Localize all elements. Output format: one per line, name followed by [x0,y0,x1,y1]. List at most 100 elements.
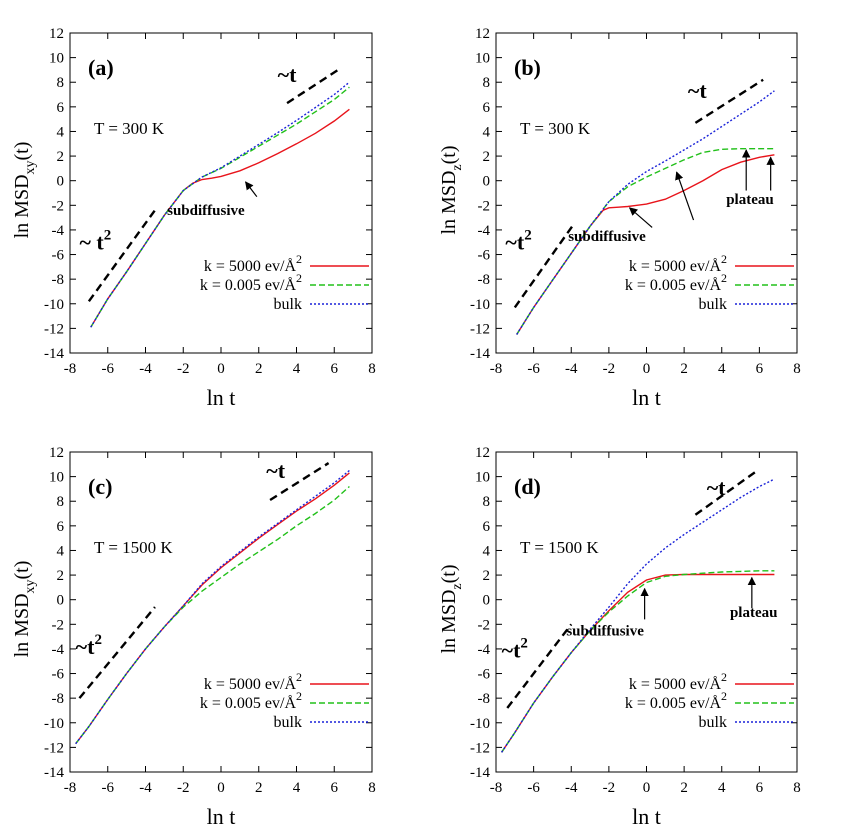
chart-panel-2: -8 -6 -4 -2 0 2 4 6 8 -14 -12 -10 -8 -6 -4 -2 0 2 4 6 8 10 12 l… [11,445,376,829]
legend-entry-sup: 2 [296,670,302,684]
x-tick-label: -6 [527,361,540,377]
guide-label-sup: 2 [94,632,102,648]
x-tick-label: -2 [177,780,190,796]
guide-label: ~t [266,458,285,483]
y-tick-label: 6 [57,519,65,535]
legend-entry-label: bulk [699,714,727,731]
y-tick-label: 4 [57,543,65,559]
series-line-2 [501,478,775,753]
y-tick-label: 0 [57,174,65,190]
y-tick-label: -2 [52,617,65,633]
guide-label: ~t2 [502,636,528,663]
annotation-label: plateau [730,605,778,621]
y-tick-label: 8 [57,75,65,91]
guide-line [506,623,573,709]
guide-label-main: ~t [505,230,524,255]
guide-label-main: ~t [707,475,726,500]
y-tick-label: -14 [470,346,490,362]
series-line-1 [501,570,775,753]
legend-entry-name: k = 5000 ev/Å [629,257,722,275]
panel-label: (a) [88,55,114,80]
y-tick-label: -6 [52,667,65,683]
guide-line [78,606,156,699]
y-tick-label: 12 [475,445,490,461]
series-line-1 [516,148,775,335]
y-tick-label: -4 [478,223,491,239]
y-tick-label: -12 [470,321,490,337]
x-tick-label: 4 [718,361,726,377]
legend-entry-label: bulk [274,296,302,313]
y-tick-label: -12 [44,321,64,337]
legend-entry-label: k = 5000 ev/Å2 [204,252,302,275]
y-tick-label: -8 [478,272,491,288]
y-tick-label: -2 [52,198,65,214]
guide-line [513,224,575,309]
x-tick-label: -8 [64,361,77,377]
y-axis-label-subscript: xy [23,579,38,593]
y-axis-label-tail: (t) [438,564,460,583]
guide-label-sup: 2 [524,228,532,244]
y-tick-label: -10 [44,297,64,313]
legend-entry-name: k = 0.005 ev/Å [200,276,297,294]
guide-label-main: ~t [278,62,297,87]
x-tick-label: -4 [565,361,578,377]
legend-entry-label: k = 0.005 ev/Å2 [625,271,727,294]
y-tick-label: 2 [483,568,491,584]
annotation-arrow [628,207,653,228]
x-tick-label: 6 [331,361,339,377]
y-tick-label: 0 [483,593,491,609]
legend-entry-label: k = 0.005 ev/Å2 [625,689,727,712]
panel-label: (d) [514,474,541,499]
y-tick-label: 4 [483,543,491,559]
y-tick-label: 2 [57,149,65,165]
legend-entry-name: bulk [274,296,302,313]
legend-entry-sup: 2 [721,271,727,285]
legend-entry-sup: 2 [296,252,302,266]
x-tick-label: -2 [603,780,616,796]
y-tick-label: 2 [483,149,491,165]
guide-label-main: ~t [266,458,285,483]
y-axis-label: ln MSDxy(t) [11,561,38,658]
annotation-label: subdiffusive [566,623,644,639]
legend-entry-sup: 2 [296,689,302,703]
x-tick-label: 0 [217,780,225,796]
x-tick-label: 6 [331,780,339,796]
x-tick-label: 2 [255,361,263,377]
legend-entry-sup: 2 [721,252,727,266]
y-tick-label: -14 [44,765,64,781]
y-tick-label: -8 [52,691,65,707]
y-axis-label-tail: (t) [11,561,33,580]
y-tick-label: -10 [470,297,490,313]
y-axis-label-main: ln MSD [438,171,460,235]
x-tick-label: 8 [793,780,801,796]
y-axis-label-main: ln MSD [11,593,33,657]
guide-label-main: ~t [76,634,95,659]
legend-entry-label: k = 5000 ev/Å2 [629,670,727,693]
y-tick-label: 2 [57,568,65,584]
y-tick-label: 6 [483,519,491,535]
y-tick-label: -6 [52,248,65,264]
x-axis-label: ln t [207,385,236,410]
y-tick-label: 12 [49,445,64,461]
temperature-label: T = 1500 K [94,538,173,557]
guide-label-main: ~ t [79,230,104,255]
y-tick-label: 8 [57,494,65,510]
annotation-label: subdiffusive [568,229,646,245]
y-tick-label: 4 [483,124,491,140]
y-tick-label: -2 [478,198,491,214]
legend-entry-name: k = 0.005 ev/Å [200,694,297,712]
y-tick-label: -12 [44,740,64,756]
legend-entry-label: bulk [274,714,302,731]
y-tick-label: -14 [44,346,64,362]
y-axis-label-subscript: z [450,583,465,589]
guide-line [269,462,330,502]
legend-entry-sup: 2 [721,670,727,684]
y-tick-label: -14 [470,765,490,781]
guide-line [87,209,156,303]
x-tick-label: -8 [490,361,503,377]
legend-entry-label: k = 0.005 ev/Å2 [200,271,302,294]
y-tick-label: 0 [483,174,491,190]
x-tick-label: 4 [293,780,301,796]
series-line-2 [90,81,350,328]
x-tick-label: 2 [255,780,263,796]
